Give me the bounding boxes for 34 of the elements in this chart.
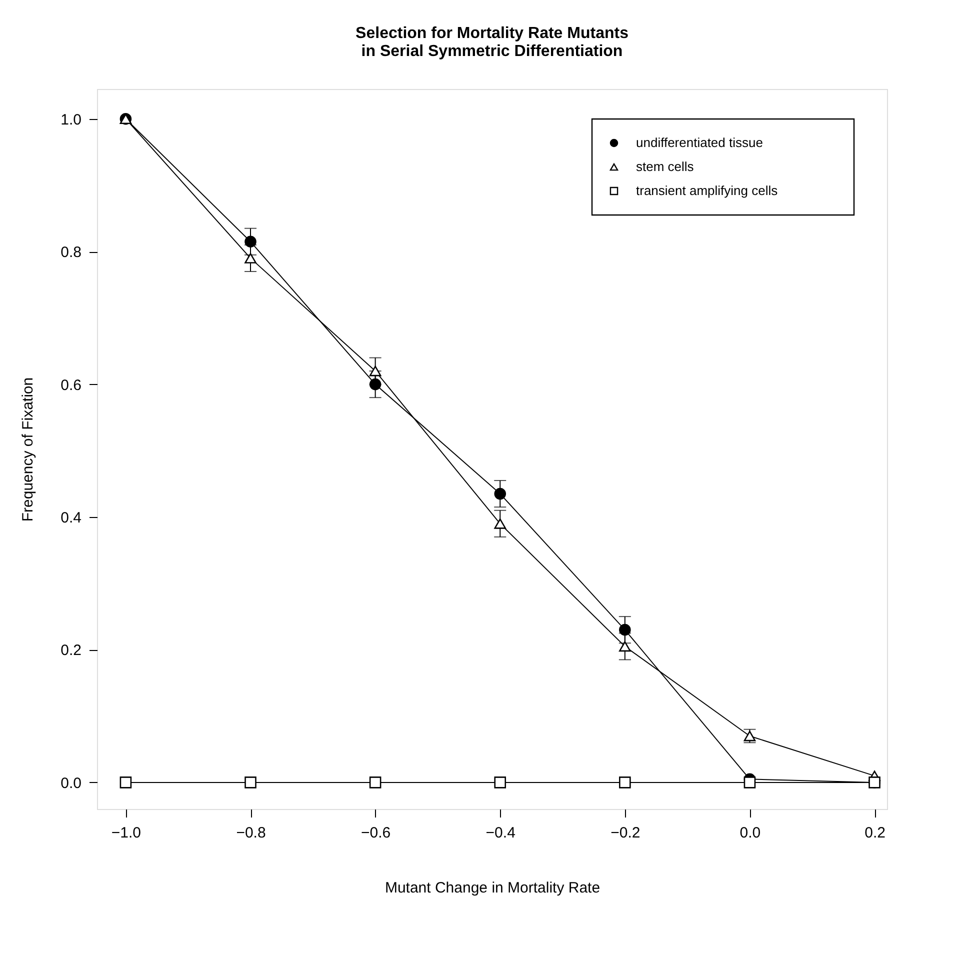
point (369, 366, 382, 376)
text: in Serial Symmetric Differentiation (361, 43, 623, 60)
point (619, 624, 631, 636)
point (619, 641, 631, 652)
y-tick-label: 0.4 (60, 510, 82, 527)
x-tick-label: −0.8 (236, 824, 266, 842)
point (244, 776, 256, 788)
point (244, 253, 256, 264)
x-tick-label: −0.2 (610, 824, 640, 842)
x-tick-label: 0.2 (864, 824, 886, 842)
x-tick-label: −0.4 (486, 824, 516, 842)
y-tick-label: 0.6 (60, 376, 82, 394)
y-tick-label: 0.0 (60, 774, 82, 792)
point (494, 518, 506, 529)
y-tick-label: 0.8 (60, 244, 82, 262)
legend-label: transient amplifying cells (636, 183, 778, 198)
point (744, 776, 756, 788)
text: Selection for Mortality Rate Mutants (356, 25, 628, 42)
point (619, 776, 631, 788)
x-tick-label: −1.0 (111, 824, 142, 842)
y-tick-label: 1.0 (60, 111, 82, 128)
point (369, 378, 382, 390)
y-axis-title: Frequency of Fixation (20, 377, 37, 522)
point (494, 776, 506, 788)
x-tick-label: −0.6 (360, 824, 391, 842)
x-tick-label: 0.0 (740, 824, 761, 842)
y-tick-label: 0.2 (60, 642, 82, 660)
point (244, 236, 256, 248)
legend-label: stem cells (636, 159, 694, 174)
x-axis-title: Mutant Change in Mortality Rate (384, 880, 600, 896)
point (369, 776, 382, 788)
point (494, 488, 506, 500)
legend-label: undifferentiated tissue (636, 135, 763, 150)
point (120, 776, 132, 788)
